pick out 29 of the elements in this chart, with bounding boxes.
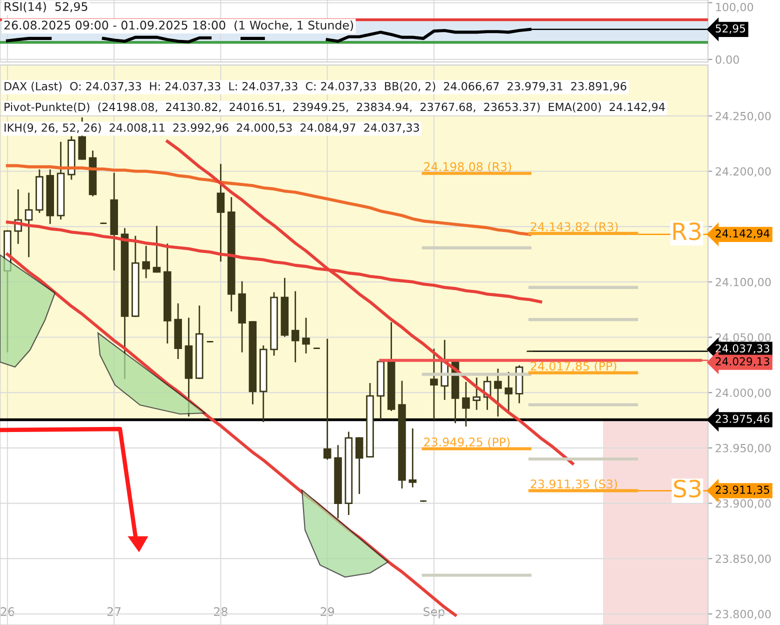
y-tick-label: 0.00 bbox=[716, 55, 739, 64]
y-tick-label: 24.050,00 bbox=[716, 333, 771, 343]
data-label: 24.143,82 (R3) bbox=[530, 222, 618, 233]
annotation: Pivot-Punkte(D) (24198.08, 24130.82, 24016.51, 23949.25, 23834.94, 23767.68, 23653.37) EMA(200) 24.142,94 bbox=[4, 102, 665, 112]
y-tick-label: 23.900,00 bbox=[716, 499, 771, 509]
annotation: S3 bbox=[674, 480, 701, 498]
y-tick-label: 100,00 bbox=[716, 2, 754, 12]
y-tick-label: 24.250,00 bbox=[716, 112, 771, 122]
ref-line-label: 24.037,33 bbox=[716, 344, 770, 354]
annotation: IKH(9, 26, 52, 26) 24.008,11 23.992,96 24.000,53 24.084,97 24.037,33 bbox=[4, 123, 419, 134]
annotation: DAX (Last) O: 24.037,33 H: 24.037,33 L: 24.037,33 C: 24.037,33 BB(20, 2) 24.066,67 23.979,31 23.891,96 bbox=[4, 82, 626, 92]
data-label: 24.198,08 (R3) bbox=[424, 162, 512, 172]
data-label: 23.911,35 (S3) bbox=[530, 479, 617, 490]
chart-title: RSI(14) 52,95 bbox=[4, 2, 88, 12]
data-label: 23.949,25 (PP) bbox=[424, 437, 510, 448]
y-tick-label: 23.950,00 bbox=[716, 444, 771, 454]
y-tick-label: 24.000,00 bbox=[716, 388, 771, 398]
ref-line-label: 23.911,35 bbox=[716, 486, 770, 495]
text: 26.08.2025 09:00 - 01.09.2025 18:00 (1 Woche, 1 Stunde) bbox=[4, 20, 354, 31]
ref-line-label: 23.975,46 bbox=[716, 414, 770, 424]
ref-line-label: 24.142,94 bbox=[716, 229, 770, 239]
annotation: R3 bbox=[673, 222, 701, 240]
y-tick-label: 23.800,00 bbox=[716, 610, 771, 620]
ref-line-label: 52,95 bbox=[716, 24, 746, 34]
data-label: 24.017,85 (PP) bbox=[530, 361, 616, 372]
y-tick-label: 24.200,00 bbox=[716, 167, 771, 177]
y-tick-label: 24.100,00 bbox=[716, 278, 771, 288]
y-tick-label: 23.850,00 bbox=[716, 554, 771, 564]
ref-line-label: 24.029,13 bbox=[716, 357, 770, 367]
